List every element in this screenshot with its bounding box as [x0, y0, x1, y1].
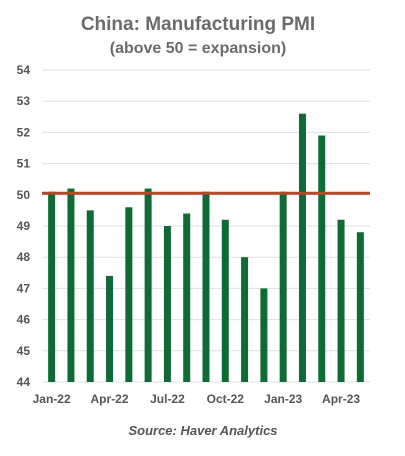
y-tick-label: 46 — [17, 313, 31, 327]
source-note: Source: Haver Analytics — [128, 423, 277, 438]
bar-Jul-22 — [163, 226, 171, 382]
bar-Nov-22 — [241, 257, 249, 382]
y-tick-label: 54 — [17, 63, 31, 77]
bars — [48, 113, 364, 383]
bar-Jun-22 — [144, 188, 152, 382]
x-tick-label: Jul-22 — [150, 392, 185, 406]
x-tick-label: Apr-23 — [322, 392, 360, 406]
y-tick-label: 45 — [17, 344, 31, 358]
y-axis: 44 45 46 47 48 49 50 51 52 53 54 — [17, 63, 31, 389]
bar-Jan-22 — [48, 191, 56, 382]
bar-Feb-22 — [67, 188, 75, 382]
x-tick-label: Jan-23 — [264, 392, 302, 406]
y-tick-label: 51 — [17, 157, 31, 171]
bar-Mar-22 — [86, 210, 94, 382]
x-tick-label: Jan-22 — [33, 392, 71, 406]
bar-Dec-22 — [260, 288, 268, 382]
x-tick-label: Oct-22 — [207, 392, 245, 406]
bar-Feb-23 — [298, 113, 306, 383]
y-tick-label: 52 — [17, 125, 31, 139]
y-tick-label: 47 — [17, 281, 31, 295]
bar-Mar-23 — [318, 135, 326, 382]
x-axis: Jan-22 Apr-22 Jul-22 Oct-22 Jan-23 Apr-23 — [33, 392, 361, 406]
bar-Aug-22 — [183, 213, 191, 382]
bar-Jan-23 — [279, 191, 287, 382]
bar-May-23 — [356, 232, 364, 382]
bar-Apr-23 — [337, 219, 345, 382]
x-tick-label: Apr-22 — [91, 392, 129, 406]
y-tick-label: 49 — [17, 219, 31, 233]
y-tick-label: 50 — [17, 188, 31, 202]
bar-Oct-22 — [221, 219, 229, 382]
chart-title: China: Manufacturing PMI — [81, 14, 315, 35]
y-tick-label: 53 — [17, 94, 31, 108]
bar-Apr-22 — [106, 275, 114, 382]
bar-May-22 — [125, 207, 133, 382]
chart-subtitle: (above 50 = expansion) — [110, 40, 287, 57]
y-tick-label: 48 — [17, 250, 31, 264]
y-tick-label: 44 — [17, 375, 31, 389]
bar-Sep-22 — [202, 191, 210, 382]
